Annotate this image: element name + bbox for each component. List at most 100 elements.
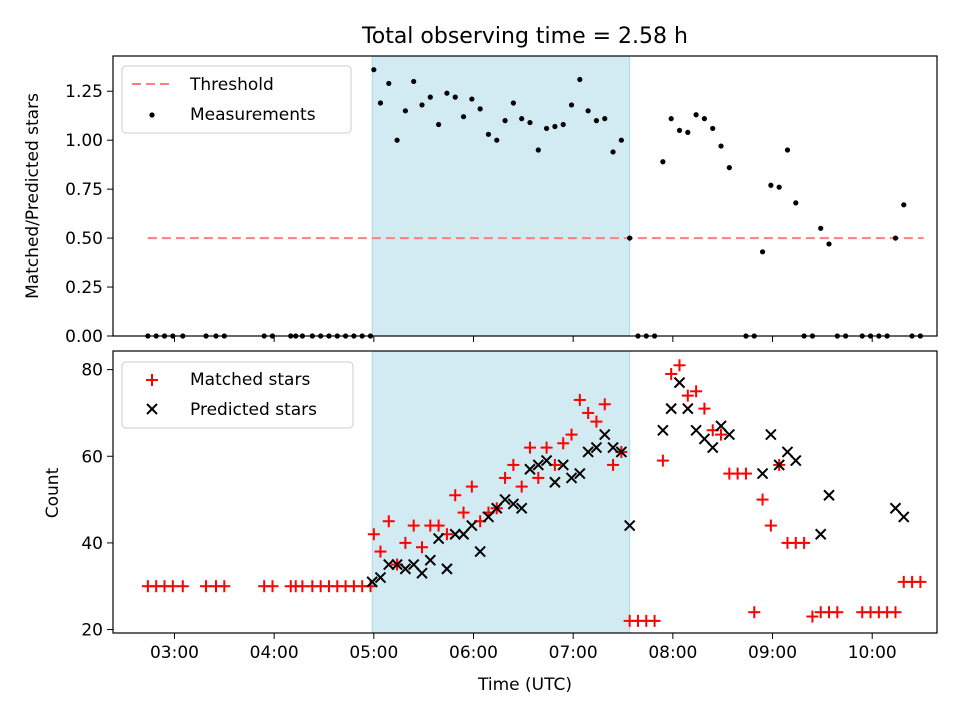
top-legend: Threshold Measurements [121, 65, 352, 134]
matched-star-point [432, 519, 445, 532]
bottom-x-tick-label: 09:00 [748, 643, 797, 663]
legend-matched-label: Matched stars [190, 370, 310, 390]
measurement-point [460, 114, 467, 120]
predicted-star-point [657, 424, 669, 436]
measurement-point [419, 102, 425, 108]
predicted-star-point [499, 493, 511, 506]
measurement-point [768, 182, 774, 188]
matched-star-point [218, 580, 231, 593]
predicted-star-point [590, 441, 603, 454]
matched-star-point [499, 471, 512, 484]
matched-star-point [582, 406, 595, 419]
measurement-point [602, 116, 608, 122]
measurement-point [892, 235, 899, 241]
measurement-point [377, 100, 384, 106]
predicted-star-point [889, 502, 902, 514]
measurement-point [402, 108, 408, 114]
matched-star-point [367, 528, 380, 541]
matched-star-point [382, 515, 395, 528]
matched-stars-points [141, 359, 927, 627]
predicted-star-point [565, 472, 578, 484]
predicted-star-point [815, 528, 827, 540]
matched-star-point [648, 614, 661, 627]
predicted-star-point [574, 467, 586, 480]
measurement-point [901, 202, 907, 208]
bottom-x-axis-label: Time (UTC) [477, 675, 572, 695]
measurement-point [535, 147, 541, 153]
top-y-tick-label: 0.25 [65, 278, 103, 298]
measurement-point [577, 76, 583, 83]
matched-star-point [449, 489, 462, 502]
matched-star-point [748, 606, 761, 619]
legend-predicted-swatch [146, 403, 158, 415]
measurement-point [676, 127, 683, 134]
bottom-legend-box [121, 361, 354, 429]
matched-star-point [739, 467, 752, 480]
top-axes: Total observing time = 2.58 h Matched/Pr… [23, 24, 938, 347]
predicted-star-point [424, 554, 437, 566]
matched-star-point [374, 545, 387, 558]
measurement-point [568, 102, 575, 108]
top-y-tick-label: 0.75 [65, 180, 103, 200]
measurement-point [685, 129, 691, 135]
measurement-point [710, 125, 716, 132]
matched-star-point [673, 359, 686, 372]
matched-star-point [914, 575, 927, 588]
matched-star-point [266, 580, 279, 593]
predicted-star-point [457, 528, 470, 540]
measurement-point [510, 100, 516, 106]
matched-star-point [590, 415, 603, 428]
matched-star-point [532, 471, 545, 484]
measurement-point [726, 165, 732, 171]
predicted-star-point [723, 428, 736, 441]
measurement-point [527, 119, 533, 126]
measurement-point [701, 116, 708, 122]
matched-star-point [176, 580, 189, 593]
measurement-point [585, 108, 591, 114]
predicted-star-point [582, 446, 594, 458]
predicted-star-point [765, 428, 777, 441]
measurement-point [371, 67, 377, 73]
predicted-star-point [781, 446, 794, 458]
matched-star-point [889, 606, 902, 619]
bottom-x-tick-label: 03:00 [150, 643, 199, 663]
top-shaded-span [371, 55, 631, 337]
measurement-point [826, 241, 832, 247]
matched-star-point [690, 385, 703, 398]
bottom-x-tick-label: 06:00 [449, 643, 498, 663]
bottom-y-tick-label: 20 [81, 621, 103, 641]
top-y-tick-label: 0.00 [65, 327, 103, 347]
bottom-y-tick-label: 80 [81, 361, 103, 381]
matched-star-point [523, 441, 536, 454]
bottom-x-tick-label: 05:00 [349, 643, 398, 663]
bottom-x-tick-label: 07:00 [549, 643, 598, 663]
measurement-point [718, 143, 724, 149]
legend-threshold-label: Threshold [189, 75, 274, 95]
top-y-ticks: 0.00 0.25 0.50 0.75 1.00 1.25 [65, 82, 113, 347]
matched-star-point [607, 458, 620, 471]
predicted-star-point [515, 502, 528, 514]
measurement-points [145, 67, 923, 339]
measurement-point [818, 225, 824, 231]
bottom-y-axis-label: Count [43, 467, 63, 518]
measurement-point [444, 90, 450, 96]
bottom-x-tick-label: 08:00 [648, 643, 697, 663]
predicted-star-point [540, 454, 553, 467]
matched-star-point [515, 480, 528, 493]
predicted-star-point [407, 558, 420, 571]
measurement-point [759, 249, 766, 255]
matched-star-point [540, 441, 553, 454]
bottom-axes-frame [112, 350, 938, 634]
measurement-point [386, 80, 392, 87]
predicted-stars-points [366, 376, 910, 588]
matched-star-point [715, 428, 728, 441]
top-axes-frame [112, 55, 938, 337]
predicted-star-point [773, 459, 785, 471]
legend-matched-swatch [146, 374, 158, 386]
predicted-star-point [449, 528, 461, 540]
predicted-star-point [823, 489, 835, 501]
matched-star-point [656, 454, 669, 467]
predicted-star-point [665, 402, 677, 415]
matched-star-point [407, 519, 420, 532]
bottom-x-tick-label: 10:00 [848, 643, 897, 663]
